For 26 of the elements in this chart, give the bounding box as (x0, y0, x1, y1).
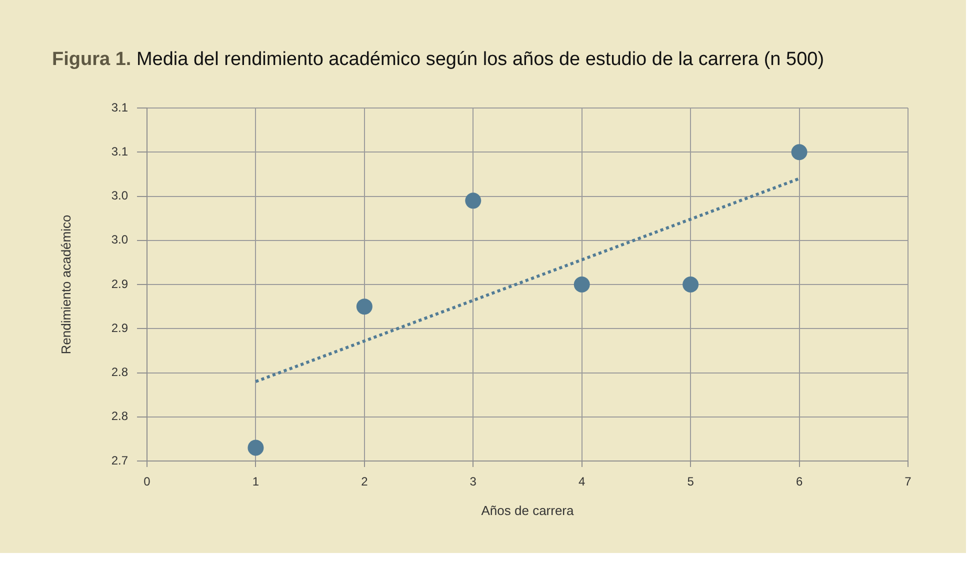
x-tick-label: 7 (904, 474, 912, 489)
point (574, 276, 590, 292)
point (791, 144, 808, 160)
x-tick-label: 6 (796, 474, 803, 489)
y-tick-label: 2.8 (111, 409, 128, 424)
x-tick-label: 2 (361, 474, 368, 489)
point (356, 298, 372, 315)
x-tick-label: 1 (252, 474, 260, 489)
chart-title: Figura 1. Media del rendimiento académico según los años de estudio de la carrera (n 500) (52, 49, 824, 71)
y-axis-title: Rendimiento académico (58, 214, 74, 354)
y-tick-label: 3.0 (111, 232, 128, 247)
x-tick-label: 5 (687, 474, 694, 489)
x-tick-label: 3 (470, 474, 477, 489)
x-tick-label: 4 (578, 474, 586, 489)
point (682, 276, 699, 292)
y-tick-label: 3.1 (111, 144, 128, 158)
y-tick-label: 2.9 (111, 320, 128, 335)
x-axis-title: Años de carrera (481, 502, 575, 518)
y-tick-label: 2.8 (111, 365, 128, 380)
y-tick-label: 3.1 (111, 100, 128, 114)
point (248, 440, 264, 456)
x-tick-label: 0 (144, 474, 151, 489)
y-tick-label: 3.0 (111, 188, 128, 203)
y-tick-label: 2.7 (111, 453, 128, 468)
y-tick-label: 2.9 (111, 276, 128, 291)
point (465, 192, 482, 209)
